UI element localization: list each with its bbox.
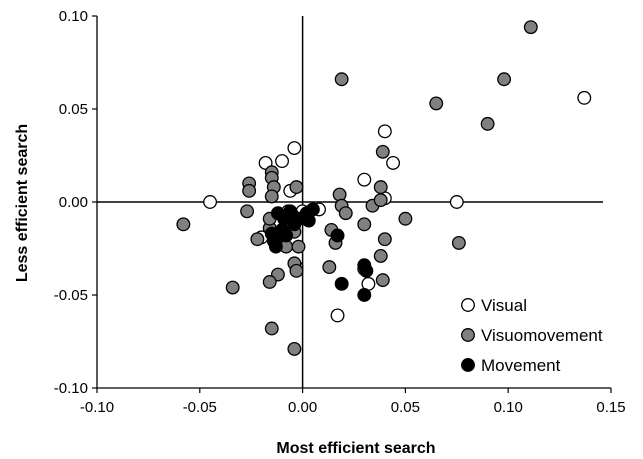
point-movement (299, 206, 314, 221)
point-movement (330, 228, 345, 243)
x-tick-label: -0.10 (80, 399, 114, 416)
point-visuomovement (289, 263, 304, 278)
y-tick-label: -0.10 (54, 380, 88, 397)
point-visuomovement (176, 217, 191, 232)
point-visuomovement (373, 193, 388, 208)
point-movement (357, 288, 372, 302)
y-tick-label: 0.00 (59, 194, 88, 211)
point-visual (377, 124, 392, 139)
point-visual (275, 154, 289, 169)
legend-label-visual: Visual (481, 296, 527, 315)
x-tick-label: 0.05 (391, 399, 420, 416)
point-movement (334, 276, 349, 291)
legend-label-movement: Movement (481, 356, 561, 375)
point-visuomovement (322, 260, 337, 275)
point-visuomovement (338, 206, 353, 221)
point-visuomovement (398, 211, 413, 226)
point-visuomovement (480, 116, 495, 131)
point-visuomovement (375, 273, 390, 288)
point-visuomovement (373, 180, 388, 195)
point-visuomovement (377, 232, 392, 247)
y-tick-label: 0.05 (59, 101, 88, 118)
point-visual (577, 90, 592, 105)
point-movement (279, 228, 294, 243)
x-tick-label: 0.10 (494, 399, 523, 416)
point-visuomovement (334, 72, 349, 87)
point-visuomovement (264, 189, 279, 204)
point-visuomovement (429, 96, 444, 111)
point-visual (449, 195, 464, 209)
point-visuomovement (287, 341, 302, 356)
legend-marker-visuomovement (461, 328, 475, 342)
legend-marker-movement (461, 358, 475, 372)
point-visual (287, 141, 302, 156)
point-visual (330, 308, 345, 323)
y-axis-title: Less efficient search (14, 124, 31, 282)
point-visuomovement (451, 235, 466, 250)
legend-marker-visual (461, 298, 475, 312)
y-tick-label: 0.10 (59, 8, 88, 25)
point-movement (359, 263, 374, 278)
point-visual (357, 172, 372, 187)
point-visuomovement (262, 275, 277, 289)
point-visuomovement (242, 183, 257, 198)
tick-labels: -0.10 -0.05 0.00 0.05 0.10 0.15 -0.10 -0.05 0.00… (54, 8, 626, 416)
x-tick-label: 0.15 (596, 399, 625, 416)
point-visuomovement (289, 180, 304, 195)
point-visuomovement (291, 239, 306, 254)
point-visuomovement (225, 280, 240, 295)
legend-label-visuomovement: Visuomovement (481, 326, 603, 345)
point-visuomovement (373, 248, 388, 263)
y-tick-label: -0.05 (54, 287, 88, 304)
point-visuomovement (250, 232, 265, 247)
x-axis-title: Most efficient search (276, 440, 435, 457)
x-tick-label: 0.00 (288, 399, 317, 416)
legend: Visual Visuomovement Movement (461, 296, 603, 375)
point-visual (386, 155, 401, 170)
point-visuomovement (357, 217, 372, 232)
point-visuomovement (240, 204, 255, 219)
point-visuomovement (497, 72, 512, 87)
point-visuomovement (375, 144, 390, 159)
point-visuomovement (332, 187, 347, 202)
point-visual (203, 195, 218, 209)
x-tick-label: -0.05 (183, 399, 217, 416)
point-visuomovement (264, 321, 279, 336)
point-visuomovement (523, 20, 538, 35)
data-points (176, 20, 592, 356)
